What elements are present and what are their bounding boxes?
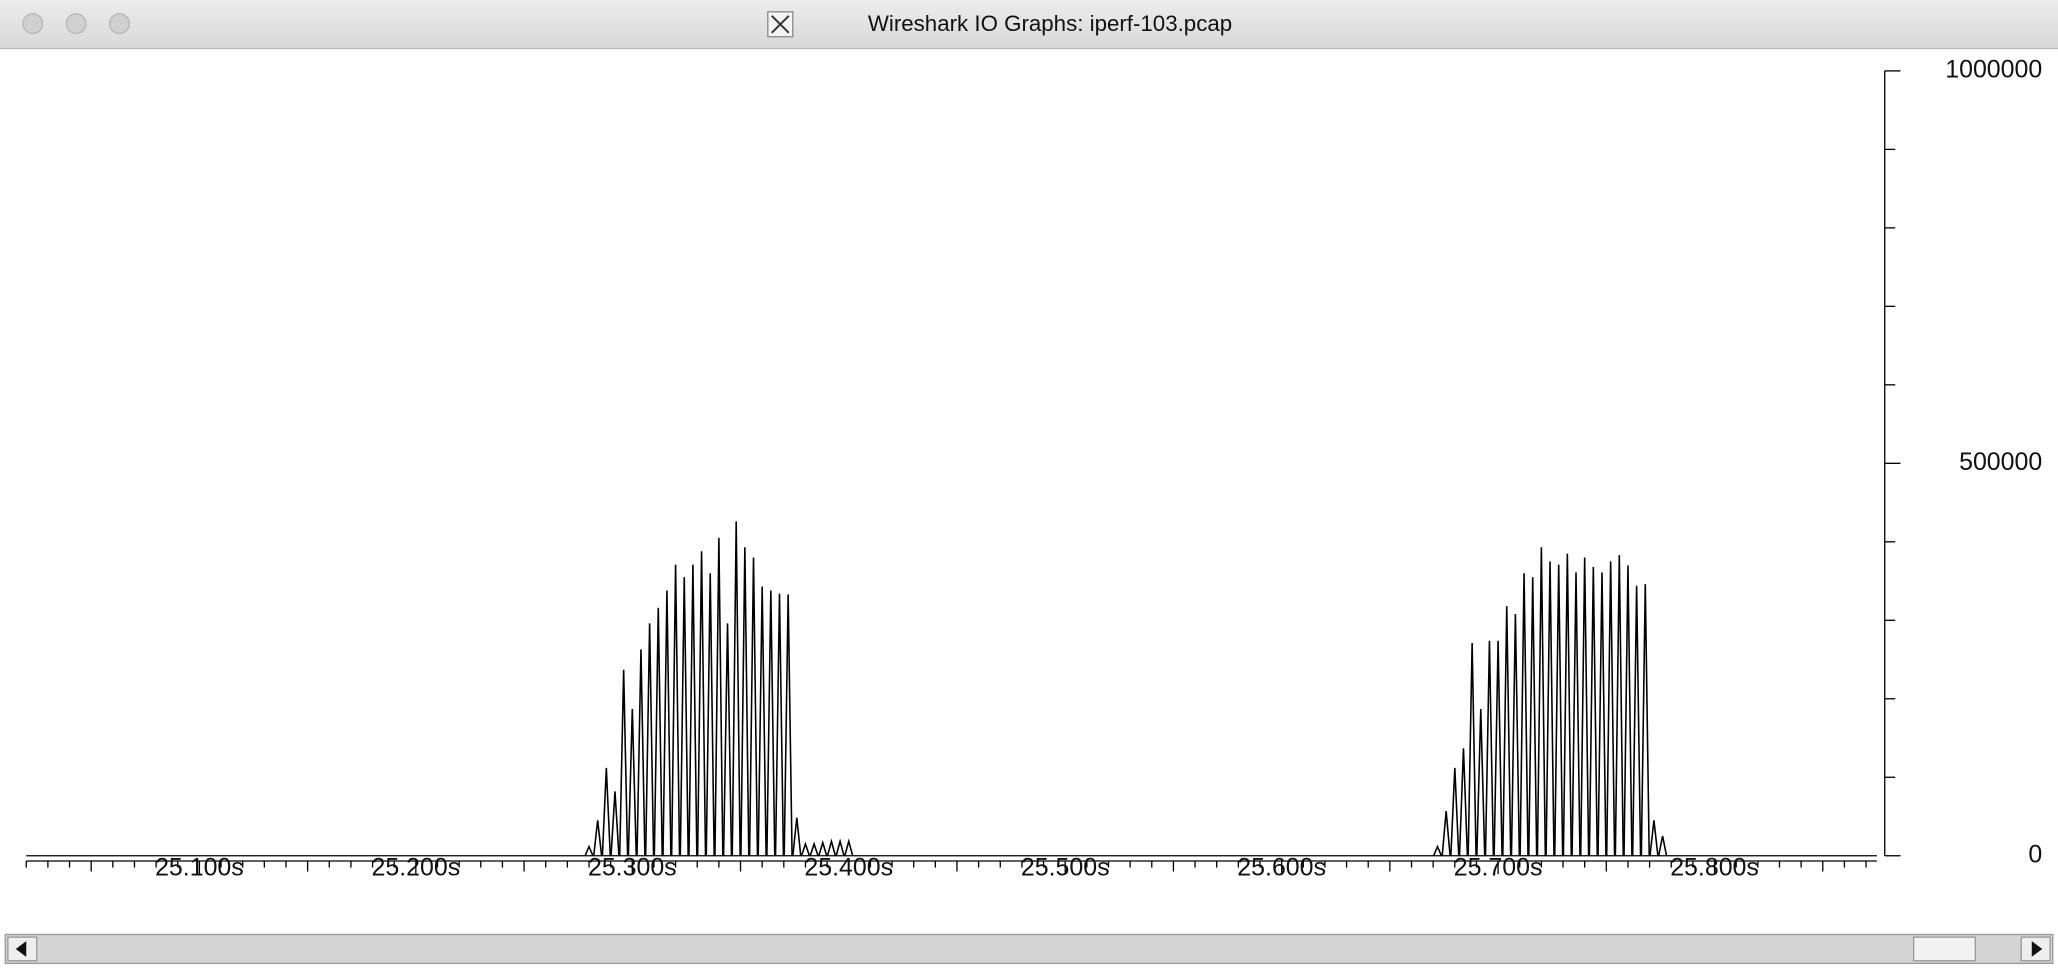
x-tick-label: 25.600s bbox=[1237, 853, 1326, 881]
spike bbox=[826, 838, 837, 856]
x-tick-label: 25.500s bbox=[1021, 853, 1110, 881]
spike bbox=[592, 820, 603, 856]
spike bbox=[670, 564, 681, 856]
spike bbox=[1527, 577, 1538, 856]
spike bbox=[1484, 640, 1495, 856]
spike bbox=[809, 841, 819, 857]
spike bbox=[800, 841, 811, 857]
spike bbox=[1614, 555, 1625, 856]
y-tick-label: 1000000 bbox=[1945, 55, 2042, 83]
spike bbox=[783, 594, 793, 856]
title-bar bbox=[0, 0, 2058, 49]
spike bbox=[766, 590, 776, 856]
spike bbox=[844, 838, 854, 856]
spike bbox=[1519, 573, 1529, 856]
x-tick-label: 25.300s bbox=[588, 853, 677, 881]
spike bbox=[1649, 820, 1659, 856]
spike bbox=[688, 564, 698, 856]
spike bbox=[1579, 557, 1590, 856]
spike bbox=[722, 623, 733, 856]
zoom-button[interactable] bbox=[108, 13, 130, 35]
spike bbox=[627, 708, 638, 856]
y-tick-label: 500000 bbox=[1959, 448, 2042, 476]
spike bbox=[618, 669, 629, 856]
spike bbox=[705, 573, 715, 856]
minimize-button[interactable] bbox=[65, 13, 87, 35]
spike bbox=[644, 623, 655, 856]
spike bbox=[1631, 585, 1642, 856]
x-tick-label: 25.400s bbox=[804, 853, 893, 881]
x-tick-label: 25.100s bbox=[155, 853, 244, 881]
spike bbox=[584, 844, 594, 857]
spike bbox=[714, 537, 724, 856]
spike bbox=[1493, 640, 1503, 856]
spike bbox=[1623, 565, 1633, 856]
spike bbox=[1588, 566, 1599, 856]
plot: 0 500000 1000000 25.100s 25.200s 25.300s 25.40… bbox=[25, 55, 2042, 881]
spike bbox=[835, 838, 845, 856]
spike bbox=[1467, 643, 1477, 856]
spike bbox=[662, 590, 672, 856]
spike bbox=[696, 551, 707, 856]
spike bbox=[1441, 811, 1451, 856]
spike bbox=[1510, 614, 1521, 856]
spike bbox=[653, 607, 664, 856]
spike bbox=[1571, 572, 1581, 856]
spike bbox=[1502, 606, 1512, 856]
spike bbox=[1562, 553, 1573, 856]
spike bbox=[818, 839, 828, 856]
x-icon bbox=[767, 11, 794, 38]
spike bbox=[1640, 584, 1650, 856]
spike bbox=[757, 586, 767, 856]
spike bbox=[1476, 708, 1486, 856]
spike bbox=[748, 557, 759, 856]
spike bbox=[731, 521, 741, 856]
spike bbox=[636, 649, 646, 856]
spike bbox=[774, 593, 785, 856]
spike bbox=[610, 791, 620, 856]
window-title: Wireshark IO Graphs: iperf-103.pcap bbox=[868, 11, 1232, 36]
spike bbox=[679, 577, 689, 856]
spike bbox=[1597, 572, 1607, 856]
y-tick-label: 0 bbox=[2028, 840, 2042, 868]
spike bbox=[1450, 767, 1460, 856]
close-button[interactable] bbox=[22, 13, 44, 35]
spike bbox=[1536, 547, 1547, 856]
spike bbox=[1432, 844, 1443, 857]
spike bbox=[1605, 561, 1616, 856]
spike bbox=[1545, 561, 1555, 856]
spike bbox=[740, 547, 750, 856]
x-tick-label: 25.200s bbox=[372, 853, 461, 881]
spike bbox=[1657, 835, 1668, 856]
x-tick-label: 25.800s bbox=[1670, 853, 1759, 881]
x-tick-label: 25.700s bbox=[1454, 853, 1543, 881]
spike bbox=[1553, 564, 1564, 856]
scrollbar[interactable] bbox=[4, 933, 2054, 965]
spike bbox=[792, 817, 802, 856]
spike bbox=[601, 767, 612, 856]
spike bbox=[1458, 748, 1469, 856]
